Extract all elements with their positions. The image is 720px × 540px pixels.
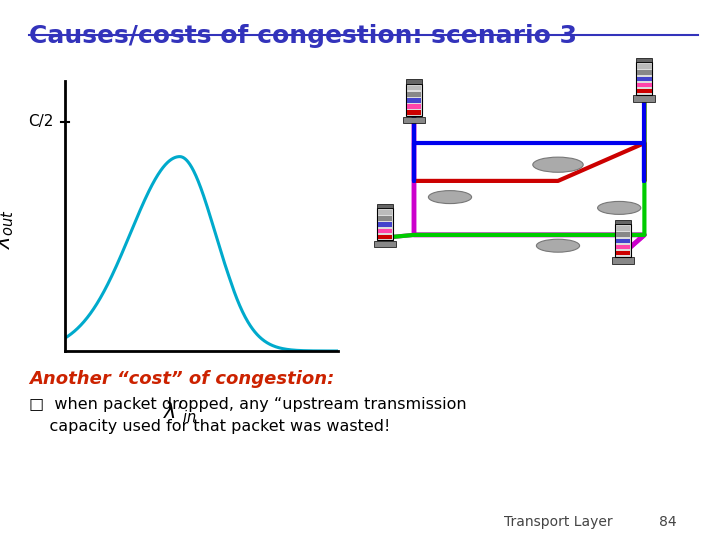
Text: Causes/costs of congestion: scenario 3: Causes/costs of congestion: scenario 3: [29, 24, 577, 48]
Text: C/2: C/2: [29, 114, 54, 129]
Text: □  when packet dropped, any “upstream transmission: □ when packet dropped, any “upstream tra…: [29, 397, 467, 412]
Text: $\lambda'_{in}$: $\lambda'_{in}$: [163, 400, 197, 425]
Text: $\lambda_{out}$: $\lambda_{out}$: [0, 210, 17, 249]
Text: 84: 84: [659, 515, 676, 529]
Text: capacity used for that packet was wasted!: capacity used for that packet was wasted…: [29, 418, 390, 434]
Text: Transport Layer: Transport Layer: [504, 515, 613, 529]
Text: Another “cost” of congestion:: Another “cost” of congestion:: [29, 370, 334, 388]
